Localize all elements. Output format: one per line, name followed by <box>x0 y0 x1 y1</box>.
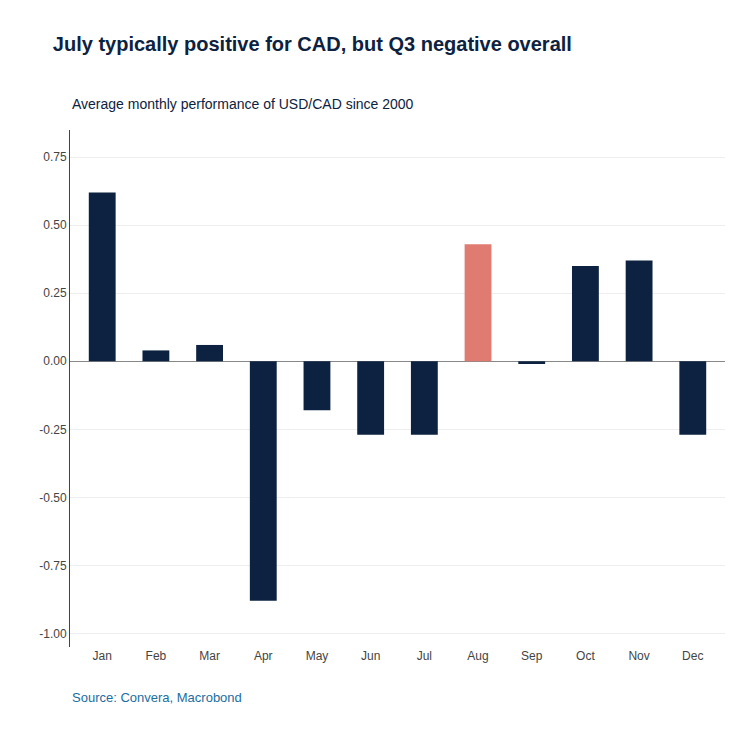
svg-text:Jun: Jun <box>361 649 380 663</box>
svg-text:-0.75: -0.75 <box>39 559 67 573</box>
svg-text:Oct: Oct <box>576 649 595 663</box>
svg-text:0.50: 0.50 <box>43 218 67 232</box>
svg-text:Aug: Aug <box>467 649 488 663</box>
svg-text:0.75: 0.75 <box>43 150 67 164</box>
svg-text:0.00: 0.00 <box>43 354 67 368</box>
svg-text:Jan: Jan <box>93 649 112 663</box>
svg-text:-0.25: -0.25 <box>39 423 67 437</box>
svg-text:-1.00: -1.00 <box>39 627 67 641</box>
svg-text:July typically positive for CA: July typically positive for CAD, but Q3 … <box>53 33 572 55</box>
svg-text:Mar: Mar <box>199 649 220 663</box>
svg-text:Jul: Jul <box>417 649 432 663</box>
svg-text:0.25: 0.25 <box>43 286 67 300</box>
svg-text:Sep: Sep <box>521 649 543 663</box>
svg-text:Dec: Dec <box>682 649 703 663</box>
svg-text:Average monthly performance of: Average monthly performance of USD/CAD s… <box>72 96 414 112</box>
svg-text:-0.50: -0.50 <box>39 491 67 505</box>
svg-text:Feb: Feb <box>146 649 167 663</box>
svg-text:Apr: Apr <box>254 649 273 663</box>
svg-text:Nov: Nov <box>628 649 649 663</box>
svg-text:May: May <box>306 649 329 663</box>
svg-text:Source: Convera, Macrobond: Source: Convera, Macrobond <box>72 690 242 705</box>
